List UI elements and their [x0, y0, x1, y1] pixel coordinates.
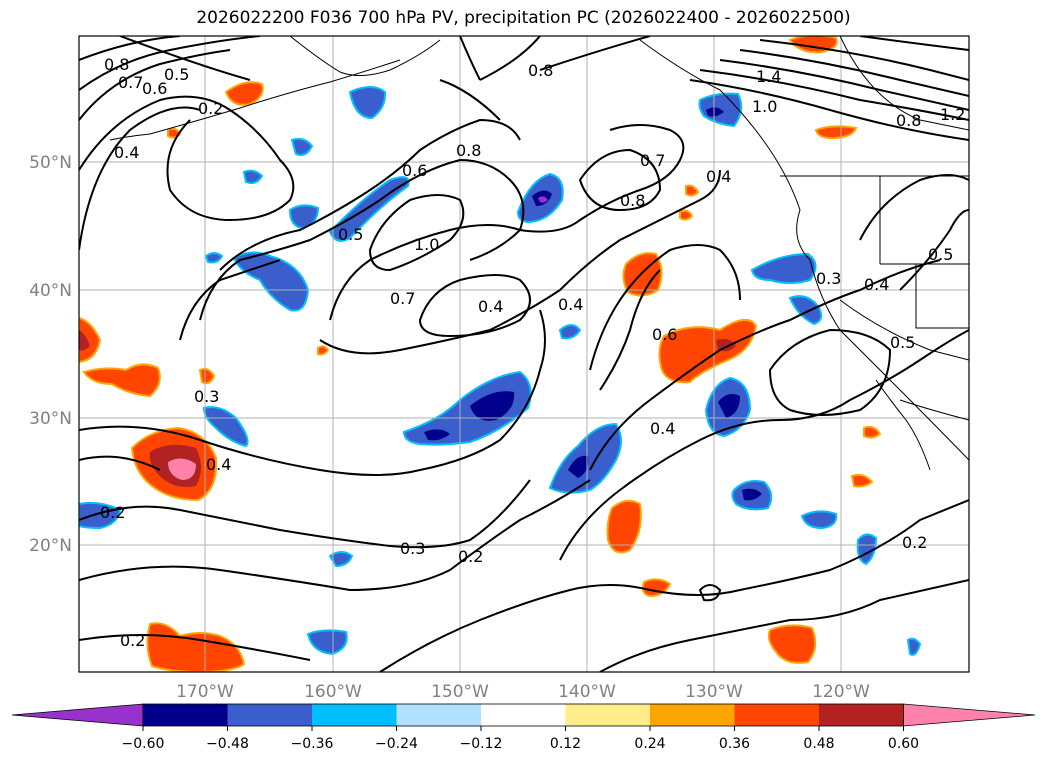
lat-tick: 20°N	[29, 536, 72, 556]
contour-label: 0.2	[458, 547, 483, 566]
contour-label: 0.4	[206, 455, 231, 474]
colorbar-tick-label: 0.60	[888, 736, 919, 752]
lat-tick: 50°N	[29, 153, 72, 173]
contour-label: 0.7	[118, 73, 143, 92]
contour-label: 0.2	[902, 533, 927, 552]
contour-label: 0.7	[640, 151, 665, 170]
contour-label: 0.8	[104, 55, 129, 74]
latitude-axis: 50°N 40°N 30°N 20°N	[29, 153, 72, 556]
colorbar-tick-label: 0.36	[719, 736, 750, 752]
contour-label: 1.2	[940, 105, 965, 124]
contour-label: 0.2	[198, 99, 223, 118]
colorbar-tick-label: 0.24	[634, 736, 665, 752]
colorbar-segment	[481, 704, 566, 726]
contour-labels: 0.8 0.7 0.6 0.5 0.2 0.4 0.8 1.4 1.0 1.2 …	[100, 55, 965, 650]
colorbar-segment	[565, 704, 650, 726]
lat-tick: 40°N	[29, 281, 72, 301]
contour-label: 0.4	[706, 167, 731, 186]
colorbar-tick-label: −0.24	[375, 736, 418, 752]
contour-label: 0.5	[164, 65, 189, 84]
contour-label: 0.8	[620, 191, 645, 210]
lon-tick: 160°W	[304, 682, 362, 702]
lon-tick: 170°W	[176, 682, 234, 702]
plot-border	[78, 35, 970, 673]
longitude-axis: 170°W 160°W 150°W 140°W 130°W 120°W	[176, 682, 870, 702]
plot-area	[79, 36, 969, 672]
contour-label: 0.8	[896, 111, 921, 130]
contour-label: 0.5	[928, 245, 953, 264]
lon-tick: 120°W	[812, 682, 870, 702]
colorbar-tick-label: 0.48	[803, 736, 834, 752]
contour-label: 0.2	[100, 503, 125, 522]
contour-label: 0.4	[650, 419, 675, 438]
colorbar-tick-label: −0.36	[291, 736, 334, 752]
contour-label: 1.0	[752, 97, 777, 116]
colorbar-segment	[650, 704, 735, 726]
contour-label: 0.6	[142, 79, 167, 98]
colorbar-tick-label: −0.12	[460, 736, 503, 752]
colorbar-segment	[227, 704, 312, 726]
contour-label: 0.4	[864, 275, 889, 294]
colorbar-segment	[312, 704, 397, 726]
contour-label: 0.3	[194, 387, 219, 406]
contour-label: 0.4	[114, 143, 139, 162]
contour-label: 0.3	[816, 269, 841, 288]
contour-label: 0.4	[478, 297, 503, 316]
colorbar-extend-right	[903, 703, 1036, 727]
precip-fields	[79, 36, 922, 672]
contour-label: 0.7	[390, 289, 415, 308]
colorbar-tick-label: 0.12	[550, 736, 581, 752]
contour-label: 0.5	[338, 225, 363, 244]
lon-tick: 140°W	[558, 682, 616, 702]
contour-label: 0.3	[400, 539, 425, 558]
contour-label: 0.8	[456, 141, 481, 160]
contour-label: 0.5	[890, 333, 915, 352]
colorbar-segment	[819, 704, 904, 726]
contour-label: 0.4	[558, 295, 583, 314]
contour-label: 0.2	[120, 631, 145, 650]
map-title: 2026022200 F036 700 hPa PV, precipitatio…	[196, 8, 851, 28]
lat-tick: 30°N	[29, 409, 72, 429]
colorbar-frame	[142, 703, 904, 727]
lon-tick: 150°W	[431, 682, 489, 702]
contour-label: 0.6	[402, 161, 427, 180]
colorbar: −0.60 −0.48 −0.36 −0.24 −0.12 0.12 0.24 0.36 0.4…	[11, 703, 1036, 752]
colorbar-extend-left	[11, 703, 144, 727]
colorbar-segment	[734, 704, 819, 726]
colorbar-tick-label: −0.48	[206, 736, 249, 752]
contour-label: 1.0	[414, 235, 439, 254]
contour-label: 0.6	[652, 325, 677, 344]
pv-contours	[79, 36, 969, 672]
lon-tick: 130°W	[685, 682, 743, 702]
contour-label: 0.8	[528, 61, 553, 80]
colorbar-tick-label: −0.60	[122, 736, 165, 752]
colorbar-segment	[143, 704, 228, 726]
colorbar-segment	[396, 704, 481, 726]
contour-label: 1.4	[756, 67, 781, 86]
